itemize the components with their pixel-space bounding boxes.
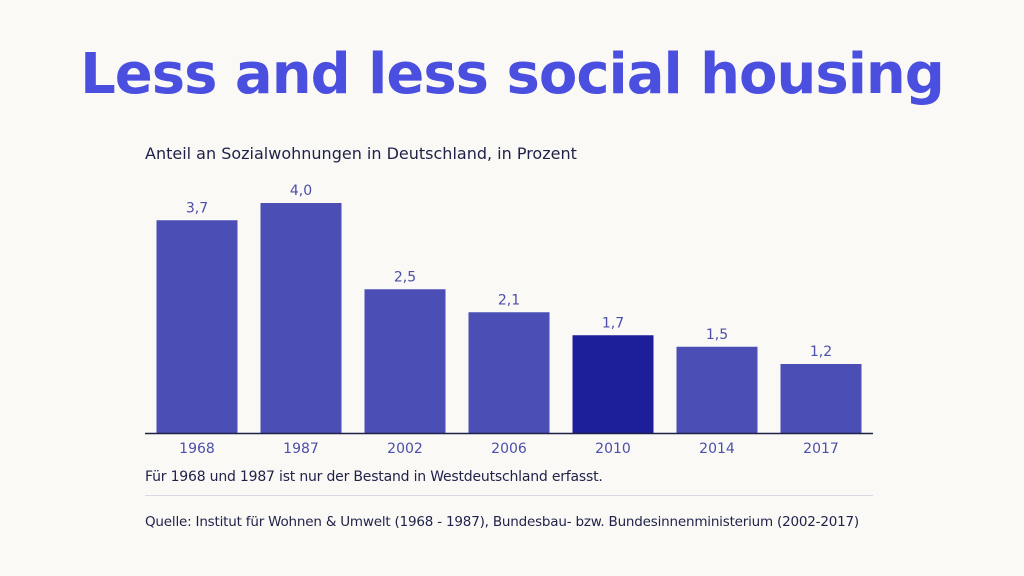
- data-label-2017: 1,2: [810, 344, 832, 360]
- bar-2014: [676, 346, 758, 433]
- data-label-1968: 3,7: [186, 200, 208, 216]
- x-tick-label-2002: 2002: [387, 441, 423, 457]
- x-tick-label-2006: 2006: [491, 441, 527, 457]
- x-tick-label-2010: 2010: [595, 441, 631, 457]
- data-label-2010: 1,7: [602, 315, 624, 331]
- chart-source: Quelle: Institut für Wohnen & Umwelt (19…: [145, 514, 859, 530]
- data-label-2014: 1,5: [706, 327, 728, 343]
- bar-1968: [156, 220, 238, 433]
- x-tick-label-1987: 1987: [283, 441, 319, 457]
- bar-2006: [468, 312, 550, 433]
- bar-1987: [260, 203, 342, 433]
- x-tick-label-2017: 2017: [803, 441, 839, 457]
- data-label-2006: 2,1: [498, 292, 520, 308]
- x-tick-label-2014: 2014: [699, 441, 735, 457]
- x-tick-label-1968: 1968: [179, 441, 215, 457]
- page-title: Less and less social housing: [80, 42, 945, 107]
- bar-2010: [572, 335, 654, 433]
- divider: [145, 495, 873, 496]
- chart-footnote: Für 1968 und 1987 ist nur der Bestand in…: [145, 469, 603, 485]
- data-label-1987: 4,0: [290, 183, 312, 199]
- chart-title: Anteil an Sozialwohnungen in Deutschland…: [145, 144, 577, 163]
- bar-2002: [364, 289, 446, 433]
- data-label-2002: 2,5: [394, 269, 416, 285]
- bar-2017: [780, 364, 862, 433]
